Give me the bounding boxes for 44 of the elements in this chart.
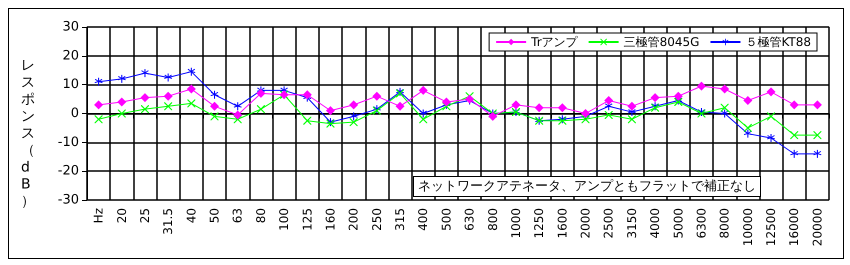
x-tick-label: 400 xyxy=(416,208,430,231)
y-tick-label: 0 xyxy=(70,106,79,121)
x-tick-label: 80 xyxy=(254,208,268,224)
x-tick-label: 2000 xyxy=(578,208,593,239)
x-tick-label: 12500 xyxy=(764,208,778,246)
legend-label: Trアンプ xyxy=(530,35,579,49)
x-tick-label: 63 xyxy=(230,208,245,224)
x-tick-label: 4000 xyxy=(648,208,662,239)
y-tick-label: -20 xyxy=(58,164,79,179)
x-tick-label: 5000 xyxy=(671,208,686,239)
x-tick-label: 20 xyxy=(114,208,129,224)
x-tick-label: 50 xyxy=(208,208,222,224)
x-tick-label: 1250 xyxy=(532,208,546,239)
legend-label: 三極管8045G xyxy=(624,35,700,49)
x-tick-label: 800 xyxy=(486,208,500,231)
x-tick-label: 20000 xyxy=(810,208,824,246)
x-tick-label: Hz xyxy=(92,208,106,224)
x-tick-label: 8000 xyxy=(718,208,732,239)
x-tick-label: 10000 xyxy=(740,208,755,246)
x-tick-label: 160 xyxy=(323,208,338,231)
y-tick-label: -30 xyxy=(58,192,79,208)
y-tick-label: -10 xyxy=(58,134,79,150)
x-tick-label: 100 xyxy=(277,208,292,231)
text: レスポンス（dB） xyxy=(21,58,35,210)
x-tick-label: 40 xyxy=(184,208,198,224)
x-tick-label: 500 xyxy=(439,208,454,231)
x-tick-label: 6300 xyxy=(694,208,708,239)
x-tick-label: 25 xyxy=(138,208,152,224)
x-tick-label: 250 xyxy=(370,208,384,231)
x-tick-label: 16000 xyxy=(787,208,802,246)
y-tick-label: 30 xyxy=(62,20,79,34)
x-tick-label: 2500 xyxy=(602,208,616,239)
x-tick-label: 1000 xyxy=(508,208,523,239)
x-tick-label: 630 xyxy=(462,208,477,231)
x-tick-label: 31.5 xyxy=(161,208,176,235)
annotation: ネットワークアテネータ、アンプともフラットで補正なし xyxy=(418,179,756,194)
y-tick-label: 20 xyxy=(62,48,79,64)
x-tick-label: 200 xyxy=(346,208,361,231)
x-tick-label: 315 xyxy=(393,208,408,231)
x-tick-label: 3150 xyxy=(624,208,639,239)
x-tick-label: 125 xyxy=(300,208,314,231)
legend-label: ５極管KT88 xyxy=(745,35,812,49)
x-tick-label: 1600 xyxy=(555,208,570,239)
y-tick-label: 10 xyxy=(62,77,79,92)
